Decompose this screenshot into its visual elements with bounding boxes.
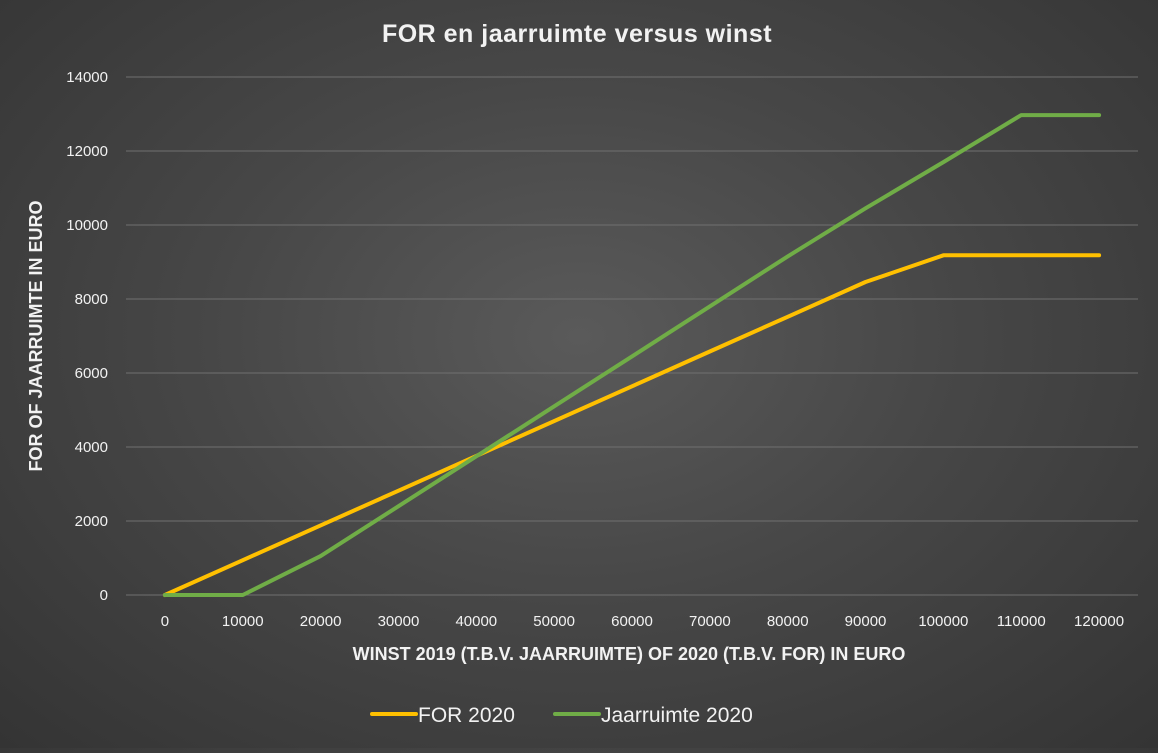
x-tick-label: 60000 (611, 613, 653, 630)
legend-label: Jaarruimte 2020 (601, 704, 753, 727)
chart-title: FOR en jaarruimte versus winst (382, 20, 772, 48)
y-tick-label: 6000 (75, 365, 108, 382)
legend: FOR 2020 Jaarruimte 2020 (370, 704, 753, 727)
legend-label: FOR 2020 (418, 704, 515, 727)
y-axis-label: FOR OF JAARRUIMTE IN EURO (26, 200, 46, 471)
x-axis-label: WINST 2019 (T.B.V. JAARRUIMTE) OF 2020 (… (353, 644, 906, 664)
y-tick-label: 10000 (66, 217, 108, 234)
x-tick-label: 100000 (918, 613, 968, 630)
y-tick-label: 4000 (75, 439, 108, 456)
y-tick-label: 14000 (66, 69, 108, 86)
y-tick-label: 12000 (66, 143, 108, 160)
series-line-1 (162, 253, 1102, 597)
gridlines (126, 76, 1138, 596)
x-tick-label: 40000 (455, 613, 497, 630)
x-tick-label: 30000 (378, 613, 420, 630)
x-tick-label: 20000 (300, 613, 342, 630)
y-axis-ticks: 0 2000 4000 6000 8000 10000 12000 14000 (66, 69, 108, 604)
y-tick-label: 0 (100, 587, 108, 604)
x-tick-label: 50000 (533, 613, 575, 630)
x-tick-label: 0 (161, 613, 169, 630)
x-tick-label: 120000 (1074, 613, 1124, 630)
x-tick-label: 90000 (845, 613, 887, 630)
y-tick-label: 2000 (75, 513, 108, 530)
x-tick-label: 10000 (222, 613, 264, 630)
x-tick-label: 80000 (767, 613, 809, 630)
series-line-2 (162, 113, 1102, 597)
y-tick-label: 8000 (75, 291, 108, 308)
series-lines (162, 113, 1102, 597)
x-tick-label: 110000 (997, 613, 1046, 630)
x-axis-ticks: 0 10000 20000 30000 40000 50000 60000 70000 8000… (161, 613, 1124, 630)
x-tick-label: 70000 (689, 613, 731, 630)
